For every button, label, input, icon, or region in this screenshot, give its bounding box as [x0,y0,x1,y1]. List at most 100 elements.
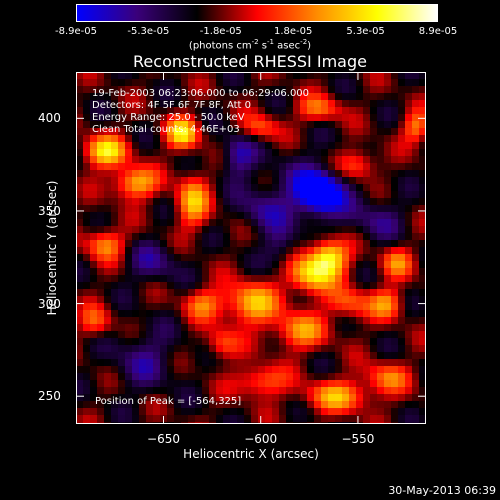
heatmap-cell [307,359,315,367]
heatmap-cell [167,324,175,332]
heatmap-cell [398,303,406,311]
heatmap-cell [307,387,315,395]
heatmap-cell [384,177,392,185]
heatmap-cell [356,142,364,150]
heatmap-cell [90,233,98,241]
colorbar-unit-text: (photons cm [188,40,252,52]
heatmap-cell [272,331,280,339]
heatmap-cell [104,373,112,381]
heatmap-cell [181,303,189,311]
heatmap-cell [202,261,210,269]
heatmap-cell [188,310,196,318]
heatmap-cell [125,373,133,381]
heatmap-cell [139,317,147,325]
heatmap-cell [216,107,224,115]
heatmap-cell [97,240,105,248]
heatmap-cell [370,247,378,255]
heatmap-cell [181,86,189,94]
heatmap-cell [216,408,224,416]
heatmap-cell [314,219,322,227]
heatmap-cell [251,296,259,304]
heatmap-cell [237,310,245,318]
heatmap-cell [104,261,112,269]
heatmap-cell [251,275,259,283]
heatmap-cell [321,296,329,304]
heatmap-cell [118,156,126,164]
heatmap-cell [391,366,399,374]
heatmap-cell [286,212,294,220]
heatmap-cell [76,317,84,325]
heatmap-cell [202,107,210,115]
heatmap-cell [349,415,357,423]
heatmap-cell [419,114,426,122]
heatmap-cell [384,226,392,234]
heatmap-cell [125,268,133,276]
heatmap-cell [307,254,315,262]
heatmap-cell [125,79,133,87]
heatmap-cell [237,170,245,178]
heatmap-cell [405,331,413,339]
heatmap-cell [146,345,154,353]
heatmap-cell [139,128,147,136]
heatmap-cell [314,170,322,178]
heatmap-cell [279,289,287,297]
heatmap-cell [265,345,273,353]
heatmap-cell [104,184,112,192]
heatmap-cell [412,268,420,276]
heatmap-cell [384,401,392,409]
heatmap-cell [272,254,280,262]
heatmap-cell [370,366,378,374]
heatmap-cell [391,205,399,213]
heatmap-cell [111,93,119,101]
heatmap-cell [286,107,294,115]
heatmap-cell [90,317,98,325]
heatmap-cell [188,135,196,143]
heatmap-cell [160,212,168,220]
heatmap-cell [209,156,217,164]
heatmap-cell [405,303,413,311]
heatmap-cell [363,331,371,339]
heatmap-cell [419,226,426,234]
heatmap-cell [230,317,238,325]
heatmap-cell [195,247,203,255]
heatmap-cell [244,170,252,178]
heatmap-cell [258,219,266,227]
heatmap-cell [412,184,420,192]
heatmap-cell [370,135,378,143]
heatmap-cell [342,121,350,129]
heatmap-cell [328,324,336,332]
heatmap-cell [244,331,252,339]
heatmap-cell [279,338,287,346]
heatmap-cell [384,352,392,360]
heatmap-cell [363,212,371,220]
heatmap-cell [405,387,413,395]
heatmap-cell [195,233,203,241]
heatmap-cell [391,233,399,241]
heatmap-cell [244,72,252,80]
heatmap-cell [209,135,217,143]
heatmap-cell [293,380,301,388]
heatmap-cell [181,219,189,227]
heatmap-cell [349,387,357,395]
heatmap-cell [167,394,175,402]
heatmap-cell [244,373,252,381]
heatmap-cell [272,93,280,101]
heatmap-cell [216,289,224,297]
heatmap-cell [321,170,329,178]
heatmap-cell [265,415,273,423]
heatmap-cell [104,268,112,276]
heatmap-cell [286,296,294,304]
heatmap-cell [307,156,315,164]
heatmap-cell [265,380,273,388]
heatmap-cell [377,254,385,262]
heatmap-cell [265,247,273,255]
heatmap-cell [335,198,343,206]
heatmap-cell [356,219,364,227]
heatmap-cell [342,261,350,269]
heatmap-cell [216,247,224,255]
heatmap-cell [216,394,224,402]
heatmap-cell [237,394,245,402]
heatmap-cell [335,86,343,94]
heatmap-cell [314,345,322,353]
heatmap-cell [314,268,322,276]
